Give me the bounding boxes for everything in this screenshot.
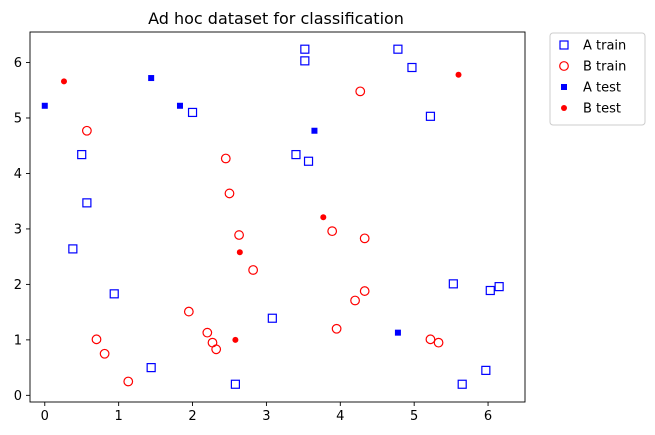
data-point <box>146 363 156 373</box>
data-point <box>394 329 401 336</box>
data-point <box>303 156 314 166</box>
data-point <box>77 149 87 160</box>
legend-label: A test <box>583 81 621 96</box>
y-tick-label: 0 <box>14 389 22 404</box>
data-point <box>60 78 67 85</box>
legend: A train B train A test B test <box>549 32 646 126</box>
x-tick-label: 2 <box>188 409 196 424</box>
legend-marker <box>561 105 567 111</box>
axes: 0 1 2 3 4 5 6 0 1 2 3 4 5 6 <box>14 31 526 424</box>
data-point <box>267 313 277 323</box>
data-point <box>91 334 102 345</box>
x-tick-label: 5 <box>410 409 418 424</box>
data-point <box>109 289 119 299</box>
legend-box <box>549 32 646 126</box>
data-point <box>220 153 231 164</box>
data-point <box>393 44 403 54</box>
data-point <box>232 336 239 343</box>
y-tick-label: 6 <box>14 56 22 71</box>
data-point <box>224 188 235 199</box>
x-tick-label: 1 <box>115 409 123 424</box>
data-point <box>82 198 92 208</box>
data-point <box>359 286 370 296</box>
series-b-train <box>81 86 444 387</box>
legend-label: B train <box>583 60 626 75</box>
legend-label: B test <box>583 102 621 117</box>
data-point <box>148 75 155 82</box>
y-tick-label: 4 <box>14 167 22 182</box>
data-point <box>359 233 370 244</box>
data-point <box>41 102 48 109</box>
y-tick-label: 1 <box>14 333 22 348</box>
data-point <box>211 344 222 355</box>
axes-frame <box>29 31 526 403</box>
data-point <box>99 348 110 359</box>
data-point <box>425 111 436 121</box>
data-point <box>494 282 504 292</box>
data-point <box>81 125 92 136</box>
series-b-test <box>60 71 462 343</box>
legend-marker <box>561 84 567 90</box>
data-point <box>183 306 194 317</box>
legend-marker <box>559 61 569 71</box>
data-point <box>457 379 467 389</box>
data-point <box>355 86 366 97</box>
data-point <box>176 102 183 109</box>
data-point <box>236 249 243 256</box>
data-point <box>455 71 462 78</box>
series-a-train <box>68 44 504 389</box>
data-point <box>291 149 301 160</box>
data-point <box>350 295 360 306</box>
data-point <box>327 226 338 237</box>
data-point <box>202 327 213 338</box>
data-point <box>320 214 327 221</box>
series-a-test <box>41 75 401 336</box>
chart-title: Ad hoc dataset for classification <box>148 9 404 28</box>
data-point <box>300 44 310 54</box>
legend-label: A train <box>583 39 626 54</box>
legend-marker <box>559 40 569 50</box>
data-point <box>230 379 240 389</box>
data-point <box>331 323 342 334</box>
data-point <box>300 56 310 66</box>
data-point <box>234 230 244 240</box>
data-point <box>425 334 436 345</box>
data-point <box>248 265 259 275</box>
data-point <box>123 376 134 387</box>
data-points <box>41 44 504 389</box>
data-point <box>407 62 417 73</box>
data-point <box>485 285 495 296</box>
data-point <box>448 279 458 289</box>
data-point <box>481 365 491 375</box>
x-tick-label: 0 <box>41 409 49 424</box>
y-tick-label: 2 <box>14 278 22 293</box>
x-tick-label: 4 <box>336 409 344 424</box>
x-tick-label: 3 <box>262 409 270 424</box>
data-point <box>68 244 78 254</box>
y-tick-label: 3 <box>14 222 22 237</box>
data-point <box>187 107 198 118</box>
data-point <box>433 337 444 348</box>
data-point <box>311 127 318 134</box>
x-tick-label: 6 <box>484 409 492 424</box>
y-tick-label: 5 <box>14 111 22 126</box>
